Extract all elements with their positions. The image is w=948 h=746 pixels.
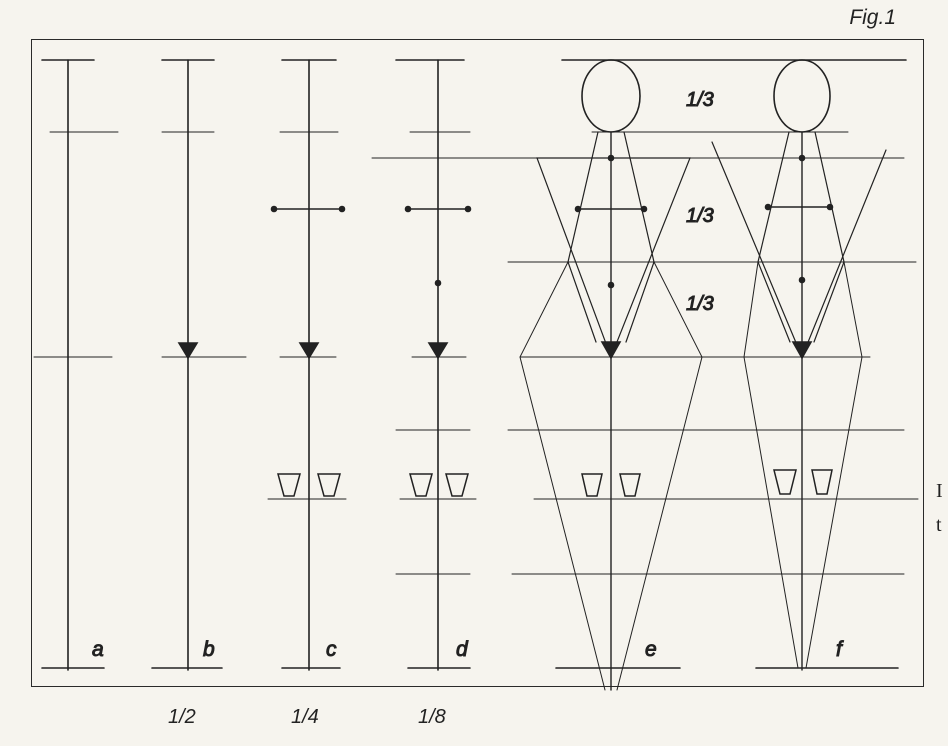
figure-f-leg-left	[743, 261, 799, 669]
column-letter-f: f	[836, 638, 844, 661]
figure-f-neck-dot	[798, 154, 806, 162]
figure-e-leg-left	[519, 261, 606, 691]
figure-e-leg-right	[616, 261, 703, 691]
thirds-label-middle: 1/3	[686, 205, 714, 227]
figure-e-torso-triangle	[536, 157, 691, 359]
column-d-shoulder-dot-left	[404, 205, 412, 213]
column-c-knee-marker-left	[277, 473, 301, 497]
figure-f-body-outline	[757, 131, 791, 343]
figure-e-waist-dot	[607, 281, 615, 289]
column-c	[267, 59, 347, 671]
figure-f	[711, 59, 887, 671]
figure-f-leg-right	[805, 261, 863, 669]
ratio-label-c: 1/4	[291, 706, 319, 728]
column-letter-a: a	[92, 638, 104, 661]
column-a	[33, 59, 119, 671]
figure-e	[519, 59, 703, 691]
column-b	[151, 59, 247, 671]
column-d	[371, 59, 905, 671]
column-d-knee-marker-right	[445, 473, 469, 497]
column-d-center-dot	[434, 279, 442, 287]
side-text-line-1: I	[936, 480, 943, 502]
figure-label: Fig.1	[849, 6, 896, 29]
figure-e-head	[581, 59, 641, 133]
column-letter-b: b	[203, 638, 215, 661]
column-letter-e: e	[645, 638, 657, 661]
side-text-line-2: t	[936, 514, 942, 536]
figure-e-knee-marker-right	[619, 473, 641, 497]
column-b-navel-marker	[177, 342, 199, 360]
column-d-navel-marker	[427, 342, 449, 360]
column-letter-c: c	[326, 638, 337, 661]
column-letter-d: d	[456, 638, 469, 661]
figure-f-knee-marker-left	[773, 469, 797, 495]
ratio-label-d: 1/8	[418, 706, 446, 728]
figure-e-navel-marker	[600, 341, 622, 360]
figure-e-knee-marker-left	[581, 473, 603, 497]
column-d-shoulder-dot-right	[464, 205, 472, 213]
figure-f-torso-triangle	[711, 141, 887, 359]
diagram-frame	[31, 39, 924, 687]
figure-f-knee-marker-right	[811, 469, 833, 495]
figure-e-neck-dot	[607, 154, 615, 162]
column-c-shoulder-dot-right	[338, 205, 346, 213]
guide-lines	[507, 59, 919, 669]
column-d-knee-marker-left	[409, 473, 433, 497]
figure-f-navel-marker	[791, 341, 813, 360]
thirds-label-bottom: 1/3	[686, 293, 714, 315]
ratio-label-b: 1/2	[168, 706, 196, 728]
figure-f-head	[773, 59, 831, 133]
column-c-shoulder-dot-left	[270, 205, 278, 213]
column-c-navel-marker	[298, 342, 320, 360]
thirds-label-top: 1/3	[686, 89, 714, 111]
figure-f-waist-dot	[798, 276, 806, 284]
figure-f-body-outline-right	[813, 131, 845, 343]
figure-e-body-outline-right	[623, 131, 655, 343]
column-c-knee-marker-right	[317, 473, 341, 497]
figure-f-chest-dot-left	[764, 203, 772, 211]
